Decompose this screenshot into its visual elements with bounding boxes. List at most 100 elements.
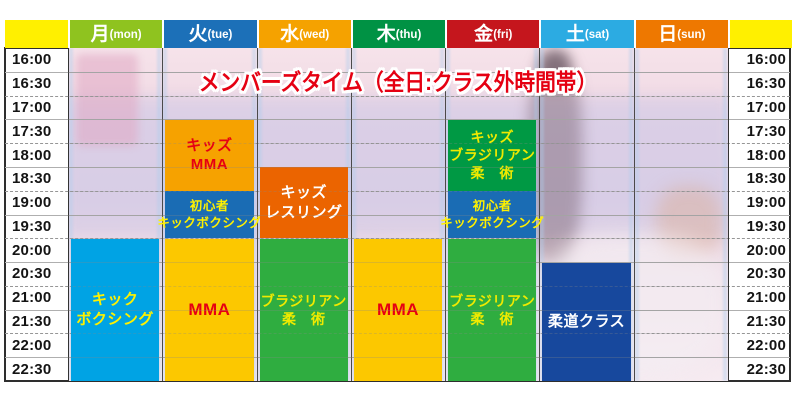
- time-label-left: 20:00: [12, 241, 52, 259]
- class-block-3-2000: MMA: [353, 238, 443, 381]
- time-label-right: 22:00: [746, 336, 786, 354]
- grid-row-line-overlay: [68, 95, 728, 97]
- class-block-2-2000: ブラジリアン柔 術: [259, 238, 348, 381]
- grid-row-line-overlay: [68, 309, 728, 311]
- grid-column-line: [256, 48, 258, 381]
- day-kanji: 土: [565, 23, 585, 45]
- class-block-label: キックボクシング: [157, 215, 262, 230]
- time-label-left: 20:30: [12, 265, 52, 283]
- grid-row-line: [5, 166, 790, 168]
- corner-block-left: [5, 20, 68, 48]
- grid-column-line: [445, 48, 447, 381]
- grid-row-line-overlay: [68, 285, 728, 287]
- class-block-label: キッズ: [186, 136, 233, 154]
- class-block-label: ブラジリアン: [260, 292, 347, 309]
- grid-row-line-overlay: [68, 71, 728, 73]
- day-abbrev: (thu): [395, 29, 422, 42]
- day-header-thu: 木 (thu): [350, 20, 446, 48]
- time-label-left: 18:00: [12, 146, 52, 164]
- time-label-right: 17:30: [746, 122, 786, 140]
- class-block-label: 柔 術: [470, 165, 515, 182]
- time-label-left: 19:30: [12, 217, 52, 235]
- time-label-left: 19:00: [12, 194, 52, 212]
- day-header-mon: 月 (mon): [68, 20, 163, 48]
- day-kanji: 火: [188, 23, 208, 45]
- grid-row-line-overlay: [68, 357, 728, 359]
- grid-row-line-overlay: [68, 214, 728, 216]
- time-label-right: 19:00: [746, 194, 786, 212]
- time-label-left: 16:00: [12, 51, 52, 69]
- time-label-left: 22:30: [12, 360, 52, 378]
- photo-figure-head: [540, 50, 570, 88]
- class-block-4-1900: 初心者 キックボクシング: [440, 191, 544, 239]
- time-label-right: 19:30: [746, 217, 786, 235]
- grid-row-line: [5, 95, 790, 97]
- grid-column-line: [68, 48, 69, 381]
- class-block-label: キッズ: [280, 184, 327, 202]
- day-kanji: 月: [90, 23, 110, 45]
- day-header-fri: 金 (fri): [445, 20, 540, 48]
- time-label-right: 17:00: [746, 98, 786, 116]
- grid-row-line-overlay: [68, 166, 728, 168]
- day-abbrev: (sun): [677, 29, 706, 42]
- class-block-label: キック: [91, 291, 139, 309]
- time-label-left: 17:00: [12, 98, 52, 116]
- time-label-right: 18:30: [746, 170, 786, 188]
- day-kanji: 金: [474, 23, 494, 45]
- grid-row-line: [5, 71, 790, 73]
- class-block-label: ボクシング: [76, 310, 154, 328]
- day-abbrev: (sat): [584, 29, 610, 42]
- class-block-label: MMA: [376, 299, 420, 319]
- time-label-left: 16:30: [12, 75, 52, 93]
- class-block-label: レスリング: [264, 203, 343, 221]
- class-block-5-2030: 柔道クラス: [542, 262, 631, 381]
- grid-row-line-overlay: [68, 238, 728, 240]
- grid-row-line: [5, 214, 790, 216]
- class-block-label: 柔 術: [281, 310, 326, 327]
- day-header-sun: 日 (sun): [633, 20, 728, 48]
- time-label-right: 16:00: [746, 51, 786, 69]
- class-block-label: 柔道クラス: [547, 313, 626, 331]
- class-block-label: MMA: [190, 156, 229, 174]
- grid-column-line: [728, 48, 729, 381]
- time-label-left: 18:30: [12, 170, 52, 188]
- time-label-right: 16:30: [746, 75, 786, 93]
- grid-column-line: [350, 48, 352, 381]
- class-block-label: ブラジリアン: [449, 147, 536, 164]
- class-block-label: 柔 術: [470, 310, 515, 327]
- grid-row-line-overlay: [68, 262, 728, 264]
- time-label-right: 22:30: [746, 360, 786, 378]
- class-block-1-1900: 初心者 キックボクシング: [157, 191, 261, 239]
- grid-row-line: [5, 119, 790, 121]
- grid-column-line: [539, 48, 541, 381]
- class-block-4-1730: キッズブラジリアン柔 術: [448, 119, 537, 191]
- time-label-left: 22:00: [12, 336, 52, 354]
- photo-shape-left: [76, 54, 138, 146]
- class-block-2-1830: キッズ レスリング: [259, 167, 348, 239]
- class-block-0-2000: キック ボクシング: [71, 238, 160, 381]
- day-kanji: 日: [658, 23, 678, 45]
- time-label-right: 18:00: [746, 146, 786, 164]
- grid-row-line-overlay: [68, 190, 728, 192]
- grid-column-line: [162, 48, 164, 381]
- time-label-left: 21:30: [12, 313, 52, 331]
- class-block-4-2000: ブラジリアン柔 術: [448, 238, 537, 381]
- class-block-label: MMA: [188, 299, 231, 319]
- grid-row-line-overlay: [68, 143, 728, 145]
- grid-column-line: [633, 48, 635, 381]
- corner-block-right: [728, 20, 792, 48]
- grid-row-line: [5, 143, 790, 145]
- photo-figure-sat: [528, 52, 582, 266]
- class-block-1-1730: キッズ MMA: [165, 119, 254, 191]
- day-header-wed: 水 (wed): [256, 20, 351, 48]
- class-block-1-2000: MMA: [165, 238, 254, 381]
- class-block-label: 初心者: [472, 199, 512, 214]
- time-label-right: 21:00: [746, 289, 786, 307]
- day-kanji: 水: [280, 23, 300, 45]
- class-block-label: キッズ: [470, 129, 515, 145]
- time-label-right: 20:30: [746, 265, 786, 283]
- day-header-tue: 火 (tue): [162, 20, 257, 48]
- class-block-label: 初心者: [189, 199, 229, 214]
- time-label-right: 20:00: [746, 241, 786, 259]
